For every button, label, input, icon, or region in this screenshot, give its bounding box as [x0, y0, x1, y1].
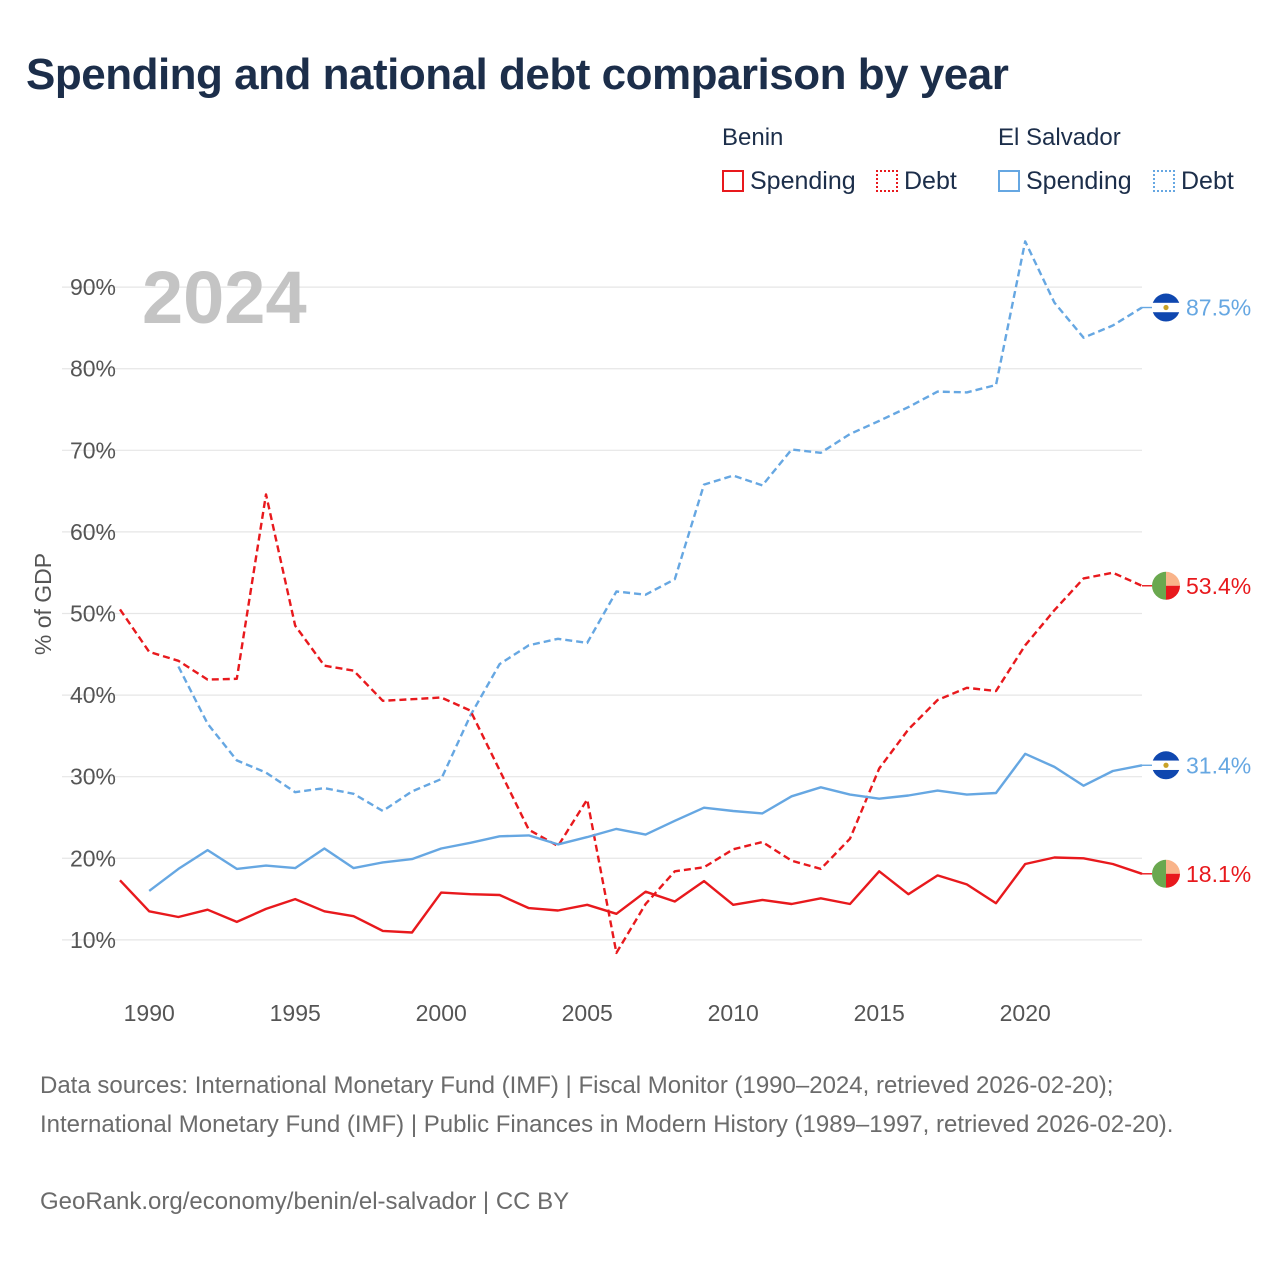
legend-item-el-salvador-debt[interactable]: Debt — [1153, 165, 1234, 197]
legend-group-el-salvador: El Salvador — [998, 124, 1121, 151]
x-tick-label: 2010 — [708, 1000, 759, 1026]
x-tick-label: 2020 — [1000, 1000, 1051, 1026]
line-chart: 2024 10%20%30%40%50%60%70%80%90% 1990 199… — [30, 240, 1251, 1026]
end-value-label: 87.5% — [1186, 295, 1251, 321]
legend-swatch-solid-icon — [998, 170, 1020, 192]
legend-item-el-salvador-spending[interactable]: Spending — [998, 165, 1132, 197]
y-tick-label: 40% — [70, 682, 116, 708]
series-lines — [119, 240, 1143, 955]
data-sources: Data sources: International Monetary Fun… — [40, 1072, 1174, 1138]
y-tick-label: 30% — [70, 764, 116, 790]
y-tick-label: 10% — [70, 927, 116, 953]
y-tick-label: 60% — [70, 519, 116, 545]
benin-flag-icon — [1152, 571, 1181, 600]
series-line-benin-spending[interactable] — [119, 856, 1143, 934]
el-salvador-flag-icon — [1152, 293, 1180, 322]
x-axis-ticks: 1990 1995 2000 2005 2010 2015 2020 — [124, 1000, 1051, 1026]
x-tick-label: 2005 — [562, 1000, 613, 1026]
y-tick-label: 20% — [70, 845, 116, 871]
x-tick-label: 2000 — [416, 1000, 467, 1026]
benin-flag-icon — [1152, 859, 1181, 888]
x-tick-label: 2015 — [854, 1000, 905, 1026]
end-labels: 87.5% 53.4% 31.4% 18.1% — [1142, 293, 1251, 888]
legend-item-benin-spending[interactable]: Spending — [722, 165, 856, 197]
legend-label: Debt — [904, 166, 957, 195]
y-tick-label: 50% — [70, 601, 116, 627]
attribution-link[interactable]: GeoRank.org/economy/benin/el-salvador | … — [40, 1188, 570, 1215]
end-value-label: 53.4% — [1186, 573, 1251, 599]
series-line-benin-debt[interactable] — [119, 493, 1143, 955]
year-watermark: 2024 — [142, 256, 307, 339]
el-salvador-flag-icon — [1152, 751, 1180, 780]
y-axis-ticks: 10% 20% 30% 40% 50% 60% 70% 80% 90% — [70, 274, 116, 953]
legend-item-benin-debt[interactable]: Debt — [876, 165, 957, 197]
y-tick-label: 70% — [70, 437, 116, 463]
legend-swatch-dotted-icon — [1153, 170, 1175, 192]
grid-lines — [62, 286, 1142, 941]
legend-swatch-solid-icon — [722, 170, 744, 192]
x-tick-label: 1995 — [270, 1000, 321, 1026]
y-tick-label: 80% — [70, 356, 116, 382]
y-axis-label: % of GDP — [30, 553, 56, 655]
legend-group-benin: Benin — [722, 124, 784, 151]
series-line-el-salvador-debt[interactable] — [177, 240, 1143, 813]
end-value-label: 31.4% — [1186, 752, 1251, 778]
y-tick-label: 90% — [70, 274, 116, 300]
x-tick-label: 1990 — [124, 1000, 175, 1026]
legend-label: Spending — [1026, 166, 1132, 195]
series-line-el-salvador-spending[interactable] — [148, 752, 1143, 892]
legend-label: Debt — [1181, 166, 1234, 195]
chart-title: Spending and national debt comparison by… — [26, 50, 1009, 99]
end-value-label: 18.1% — [1186, 861, 1251, 887]
legend-swatch-dotted-icon — [876, 170, 898, 192]
legend-label: Spending — [750, 166, 856, 195]
